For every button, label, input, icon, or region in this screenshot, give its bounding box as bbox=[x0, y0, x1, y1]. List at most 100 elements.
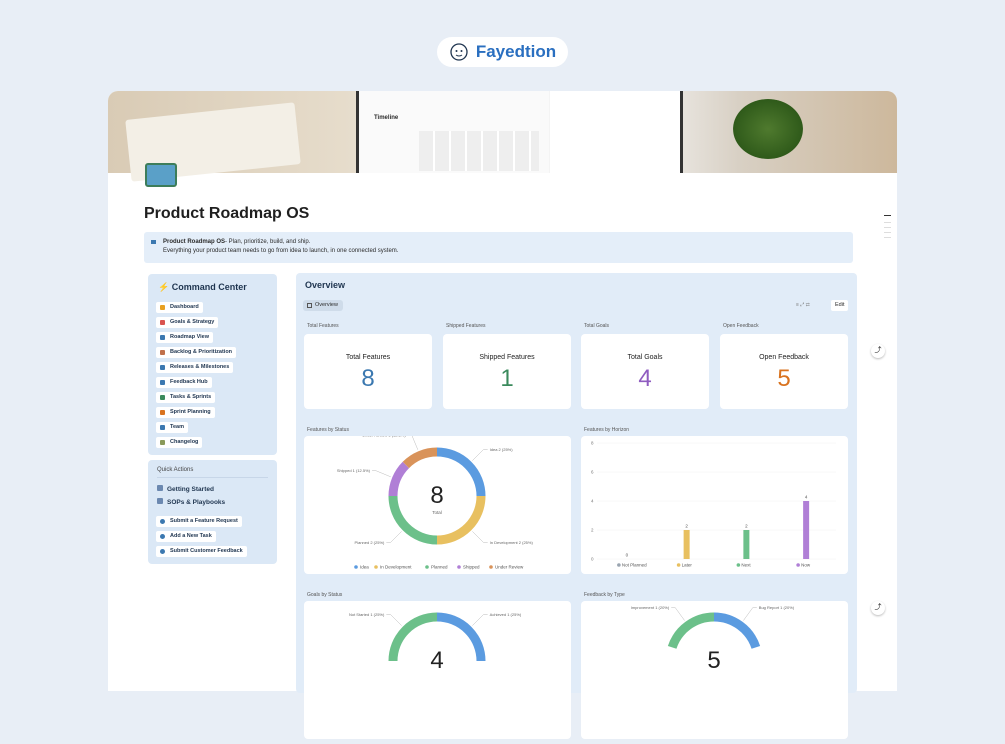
stat-title: Open Feedback bbox=[759, 354, 809, 361]
stat-card: Shipped Features 1 bbox=[443, 334, 571, 409]
divider bbox=[157, 477, 268, 478]
legend-dot bbox=[425, 565, 429, 569]
nav-item[interactable]: Dashboard bbox=[156, 302, 203, 313]
donut-total: 4 bbox=[430, 647, 443, 674]
y-tick-label: 0 bbox=[591, 557, 594, 562]
stat-value: 4 bbox=[638, 365, 652, 392]
legend-dot bbox=[617, 563, 621, 567]
command-center-panel: ⚡ Command Center Dashboard Goals & Strate… bbox=[148, 274, 277, 455]
y-tick-label: 4 bbox=[591, 499, 594, 504]
nav-icon bbox=[160, 320, 165, 325]
leader-line bbox=[386, 614, 402, 626]
leader-line bbox=[472, 614, 488, 626]
action-button[interactable]: Submit Customer Feedback bbox=[156, 546, 247, 557]
legend-label: In Development bbox=[380, 565, 412, 570]
nav-item[interactable]: Goals & Strategy bbox=[156, 317, 219, 328]
callout-icon bbox=[151, 240, 156, 244]
chart-card: Achieved 1 (25%) Not Started 1 (25%) 4 bbox=[304, 601, 571, 739]
overview-title: Overview bbox=[305, 280, 346, 290]
stat-card: Total Goals 4 bbox=[581, 334, 709, 409]
nav-item[interactable]: Roadmap View bbox=[156, 332, 214, 343]
leader-line bbox=[472, 531, 488, 543]
button-label: Submit Customer Feedback bbox=[170, 548, 243, 554]
nav-icon bbox=[160, 425, 165, 430]
x-tick-label: Now bbox=[801, 563, 811, 568]
view-tab[interactable]: Overview bbox=[303, 300, 343, 311]
button-icon bbox=[160, 549, 165, 554]
quick-link[interactable]: SOPs & Playbooks bbox=[157, 498, 225, 506]
link-label: SOPs & Playbooks bbox=[167, 499, 226, 506]
bar bbox=[803, 501, 810, 559]
legend-dot bbox=[736, 563, 741, 567]
donut-segment bbox=[436, 447, 486, 497]
nav-icon bbox=[160, 440, 165, 445]
x-tick-label: Next bbox=[741, 563, 751, 568]
donut-segment bbox=[402, 447, 438, 469]
nav-item[interactable]: Releases & Milestones bbox=[156, 362, 234, 373]
chart: 0 2 4 6 8 0 Not Planned 2 Later 2 Next 4 Now bbox=[591, 441, 836, 568]
nav-label: Releases & Milestones bbox=[170, 364, 230, 370]
callout-text: Everything your product team needs to go… bbox=[163, 248, 399, 254]
nav-item[interactable]: Backlog & Prioritization bbox=[156, 347, 237, 358]
chart-card: Bug Report 1 (20%) Improvement 1 (20%) 5 bbox=[581, 601, 848, 739]
timeline-grid bbox=[419, 131, 539, 171]
action-button[interactable]: Add a New Task bbox=[156, 531, 216, 542]
bar bbox=[683, 530, 690, 559]
donut-segment bbox=[388, 612, 438, 662]
legend-dot bbox=[457, 565, 461, 569]
legend-dot bbox=[489, 565, 493, 569]
donut-total: 8 bbox=[430, 482, 443, 509]
data-label: Bug Report 1 (20%) bbox=[759, 605, 795, 610]
nav-icon bbox=[160, 350, 165, 355]
stat-value: 5 bbox=[777, 365, 791, 392]
comment-icon[interactable]: ⤴ bbox=[871, 344, 885, 358]
chart-card: 0 2 4 6 8 0 Not Planned 2 Later 2 Next 4 Now bbox=[581, 436, 848, 574]
comment-icon[interactable]: ⤴ bbox=[871, 601, 885, 615]
button-label: Submit a Feature Request bbox=[170, 518, 238, 524]
leader-line bbox=[743, 607, 757, 621]
data-label: 4 bbox=[805, 495, 808, 500]
nav-label: Feedback Hub bbox=[170, 379, 208, 385]
stat-value: 8 bbox=[361, 365, 375, 392]
panel-title-text: Command Center bbox=[171, 282, 247, 292]
link-icon bbox=[157, 498, 163, 504]
action-button[interactable]: Submit a Feature Request bbox=[156, 516, 242, 527]
chart-card: Idea 2 (25%) In Development 2 (25%) Planne… bbox=[304, 433, 571, 574]
legend-label: Shipped bbox=[463, 565, 480, 570]
button-icon bbox=[160, 519, 165, 524]
nav-item[interactable]: Tasks & Sprints bbox=[156, 392, 216, 403]
chart-title: Goals by Status bbox=[307, 592, 343, 598]
nav-label: Backlog & Prioritization bbox=[170, 349, 233, 355]
stat-label: Shipped Features bbox=[446, 323, 486, 329]
page: {"brand":"Fayedtion", "banner":{"timelin… bbox=[108, 37, 897, 739]
callout-bold: Product Roadmap OS bbox=[163, 239, 226, 245]
nav-label: Roadmap View bbox=[170, 334, 210, 340]
page-title: Product Roadmap OS bbox=[144, 205, 310, 222]
data-label: Improvement 1 (20%) bbox=[631, 605, 670, 610]
data-label: 2 bbox=[745, 524, 748, 529]
chart: Bug Report 1 (20%) Improvement 1 (20%) 5 bbox=[631, 605, 795, 674]
stat-label: Open Feedback bbox=[723, 323, 759, 329]
donut-segment bbox=[436, 495, 486, 545]
legend-dot bbox=[676, 563, 681, 567]
stat-title: Total Features bbox=[345, 354, 391, 361]
legend-label: Planned bbox=[431, 565, 448, 570]
stat-label: Total Goals bbox=[584, 323, 610, 329]
x-tick-label: Not Planned bbox=[622, 563, 647, 568]
view-tab-label: Overview bbox=[315, 302, 338, 308]
banner-text: Timeline bbox=[374, 115, 399, 121]
nav-item[interactable]: Sprint Planning bbox=[156, 407, 215, 418]
stat-value: 1 bbox=[500, 365, 514, 392]
y-tick-label: 8 bbox=[591, 441, 594, 446]
brand-logo bbox=[450, 43, 468, 61]
nav-item[interactable]: Team bbox=[156, 422, 188, 433]
chart-title: Feedback by Type bbox=[584, 592, 625, 598]
edit-button[interactable]: Edit bbox=[831, 300, 849, 311]
donut-total: 5 bbox=[707, 647, 720, 674]
leader-line bbox=[407, 434, 419, 450]
quick-link[interactable]: Getting Started bbox=[157, 485, 214, 493]
panel-title: Quick Actions bbox=[157, 467, 194, 473]
nav-item[interactable]: Feedback Hub bbox=[156, 377, 212, 388]
stat-title: Total Goals bbox=[627, 354, 663, 361]
nav-item[interactable]: Changelog bbox=[156, 437, 203, 448]
